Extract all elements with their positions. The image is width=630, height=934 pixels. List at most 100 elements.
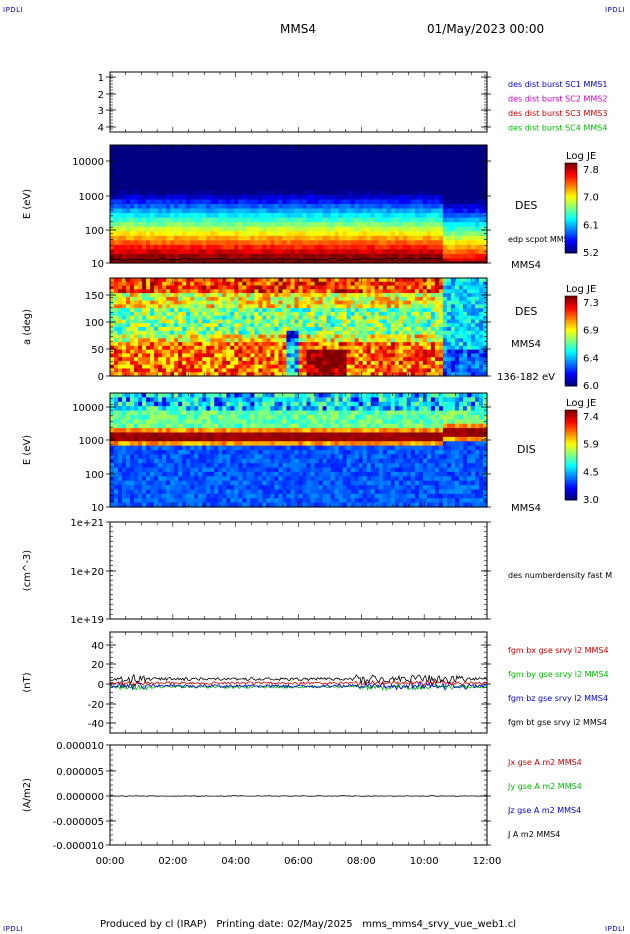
heatmap-cell — [226, 149, 231, 155]
heatmap-cell — [234, 372, 239, 377]
heatmap-cell — [362, 296, 368, 302]
heatmap-cell — [270, 154, 276, 160]
heatmap-cell — [454, 249, 460, 255]
heatmap-cell — [354, 296, 360, 302]
heatmap-cell — [190, 345, 195, 351]
heatmap-cell — [198, 240, 203, 246]
heatmap-cell — [402, 158, 408, 164]
heatmap-cell — [174, 357, 179, 362]
heatmap-cell — [466, 154, 472, 160]
heatmap-cell — [226, 258, 231, 264]
heatmap-cell — [438, 319, 444, 324]
heatmap-cell — [318, 360, 324, 366]
heatmap-cell — [474, 154, 480, 160]
heatmap-cell — [126, 167, 131, 173]
heatmap-cell — [118, 285, 123, 290]
heatmap-cell — [406, 293, 412, 298]
heatmap-cell — [142, 231, 147, 237]
heatmap-cell — [294, 330, 300, 336]
heatmap-cell — [442, 349, 448, 354]
heatmap-cell — [258, 293, 264, 298]
heatmap-cell — [482, 308, 488, 313]
heatmap-cell — [430, 300, 436, 305]
heatmap-cell — [350, 296, 356, 302]
heatmap-cell — [390, 208, 396, 214]
heatmap-cell — [274, 323, 280, 328]
heatmap-cell — [170, 145, 175, 151]
heatmap-cell — [482, 217, 488, 223]
heatmap-cell — [450, 342, 456, 347]
heatmap-cell — [250, 213, 255, 219]
heatmap-cell — [334, 327, 340, 332]
heatmap-cell — [346, 244, 352, 250]
heatmap-cell — [162, 345, 167, 351]
heatmap-cell — [470, 311, 476, 317]
heatmap-cell — [134, 360, 139, 366]
heatmap-cell — [330, 190, 336, 196]
heatmap-cell — [374, 330, 380, 336]
heatmap-cell — [298, 249, 304, 255]
heatmap-cell — [382, 163, 388, 169]
heatmap-cell — [178, 304, 183, 309]
heatmap-cell — [466, 357, 472, 362]
heatmap-cell — [310, 181, 316, 187]
heatmap-cell — [402, 167, 408, 173]
heatmap-cell — [298, 258, 304, 264]
heatmap-cell — [142, 349, 147, 354]
heatmap-cell — [358, 253, 364, 260]
heatmap-cell — [454, 145, 460, 151]
heatmap-cell — [282, 330, 288, 336]
heatmap-cell — [322, 208, 328, 214]
heatmap-cell — [286, 308, 292, 313]
heatmap-cell — [274, 338, 280, 343]
heatmap-cell — [426, 315, 432, 321]
heatmap-cell — [170, 330, 175, 336]
heatmap-cell — [366, 330, 372, 336]
heatmap-cell — [234, 349, 239, 354]
heatmap-cell — [358, 308, 364, 313]
heatmap-cell — [374, 311, 380, 317]
heatmap-cell — [242, 345, 247, 351]
heatmap-cell — [366, 300, 372, 305]
heatmap-cell — [354, 304, 360, 309]
heatmap-cell — [194, 293, 199, 298]
heatmap-cell — [142, 158, 147, 164]
heatmap-cell — [434, 185, 440, 191]
heatmap-cell — [198, 372, 203, 377]
heatmap-cell — [134, 235, 139, 241]
heatmap-cell — [450, 181, 456, 187]
heatmap-cell — [294, 185, 300, 191]
heatmap-cell — [270, 311, 276, 317]
heatmap-cell — [234, 323, 239, 328]
heatmap-cell — [210, 342, 215, 347]
heatmap-cell — [438, 357, 444, 362]
heatmap-cell — [370, 323, 376, 328]
heatmap-cell — [298, 327, 304, 332]
heatmap-cell — [366, 334, 372, 339]
heatmap-cell — [162, 281, 167, 287]
heatmap-cell — [130, 327, 135, 332]
heatmap-cell — [198, 167, 203, 173]
heatmap-cell — [198, 176, 203, 182]
heatmap-cell — [434, 222, 440, 228]
heatmap-cell — [182, 327, 187, 332]
heatmap-cell — [302, 158, 308, 164]
heatmap-cell — [402, 296, 408, 302]
heatmap-cell — [314, 338, 320, 343]
heatmap-cell — [386, 353, 392, 358]
heatmap-cell — [130, 300, 135, 305]
heatmap-cell — [262, 364, 268, 370]
heatmap-cell — [134, 368, 139, 373]
heatmap-cell — [382, 345, 388, 351]
heatmap-cell — [282, 323, 288, 328]
heatmap-cell — [418, 190, 424, 196]
heatmap-cell — [334, 253, 340, 260]
heatmap-cell — [326, 199, 332, 205]
heatmap-cell — [262, 278, 268, 283]
heatmap-cell — [154, 323, 159, 328]
heatmap-cell — [166, 213, 171, 219]
heatmap-cell — [370, 249, 376, 255]
heatmap-cell — [414, 208, 420, 214]
heatmap-cell — [330, 226, 336, 232]
heatmap-cell — [234, 208, 239, 214]
